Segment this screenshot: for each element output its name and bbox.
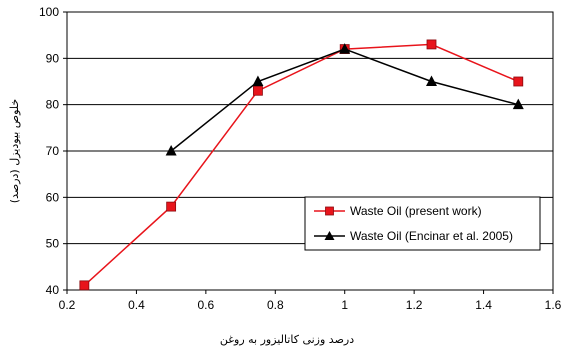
x-tick-label: 1.2 [406, 298, 423, 312]
x-tick-label: 1.4 [475, 298, 492, 312]
series-2-point [339, 43, 351, 54]
y-tick-label: 40 [46, 283, 60, 297]
x-tick-label: 0.2 [59, 298, 76, 312]
series-1-point [253, 85, 263, 96]
series-1-point [79, 280, 90, 291]
series-1-line [83, 43, 519, 286]
series-2-line [170, 48, 519, 152]
x-tick-label: 1 [341, 298, 348, 312]
series-2-point [252, 75, 264, 86]
series-1-point [166, 201, 177, 212]
legend-label-series-1: Waste Oil (present work) [350, 204, 482, 218]
axis-ticks: 40 50 60 70 80 90 100 0.2 0.4 0.6 0.8 1 1.2 1.4 1.6 [39, 5, 562, 312]
legend: Waste Oil (present work) Waste Oil (Enci… [304, 196, 541, 251]
y-axis-title: خلوص بیودیزل (درصد) [8, 99, 21, 203]
y-tick-label: 100 [39, 5, 59, 19]
legend-label-series-2: Waste Oil (Encinar et al. 2005) [350, 229, 513, 243]
series-layer [79, 39, 524, 291]
series-2-point [426, 75, 437, 86]
legend-box [304, 196, 541, 251]
x-axis-title: درصد وزنی کاتالیزور به روغن [220, 333, 354, 346]
series-2-point [512, 98, 524, 110]
y-tick-label: 60 [46, 190, 60, 204]
y-tick-label: 80 [46, 98, 60, 112]
series-1-point [426, 39, 437, 50]
x-tick-label: 1.6 [545, 298, 562, 312]
y-tick-label: 90 [46, 51, 60, 65]
x-tick-label: 0.4 [128, 298, 145, 312]
y-tick-label: 70 [46, 144, 60, 158]
x-tick-label: 0.8 [267, 298, 284, 312]
series-1-point [513, 76, 524, 87]
legend-marker-series-1 [325, 206, 334, 216]
y-tick-label: 50 [46, 237, 60, 251]
legend-marker-series-2 [324, 231, 335, 240]
x-tick-label: 0.6 [198, 298, 215, 312]
series-2-point [165, 145, 177, 156]
